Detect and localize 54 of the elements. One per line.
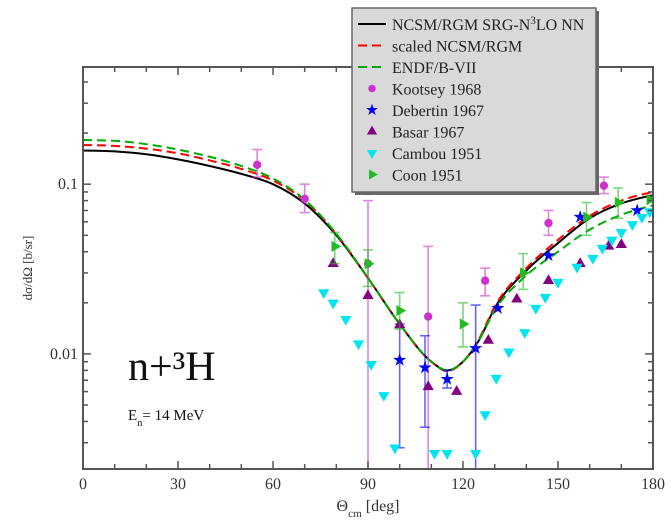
point xyxy=(587,254,598,265)
point xyxy=(328,300,339,310)
point xyxy=(442,450,453,460)
point xyxy=(626,221,638,231)
legend-label: Kootsey 1968 xyxy=(392,82,482,98)
legend-label: Debertin 1967 xyxy=(392,103,484,120)
point xyxy=(340,316,352,326)
point xyxy=(596,244,608,255)
y-axis-title: dσ/dΩ [b/sr] xyxy=(20,236,35,300)
point xyxy=(470,450,482,460)
point xyxy=(630,203,644,216)
x-tick-label: 60 xyxy=(265,476,281,493)
point xyxy=(331,240,342,252)
annotation: n+³H xyxy=(128,344,216,390)
point xyxy=(480,276,490,285)
point xyxy=(636,214,648,224)
legend-label: scaled NCSM/RGM xyxy=(392,38,522,56)
point xyxy=(542,248,556,262)
point xyxy=(571,264,583,274)
point xyxy=(389,444,401,454)
y-tick-label: 0.1 xyxy=(58,176,78,194)
x-axis-title: Θ$_{cm}$ [deg] xyxy=(336,498,400,520)
point xyxy=(503,348,515,358)
point xyxy=(252,160,262,170)
point xyxy=(544,218,553,228)
x-tick-label: 120 xyxy=(451,476,475,493)
point xyxy=(378,392,390,402)
x-tick-label: 90 xyxy=(360,476,376,493)
point xyxy=(490,374,502,385)
legend-label: Coon 1951 xyxy=(392,168,463,184)
x-tick-label: 150 xyxy=(546,476,570,493)
y-tick-label: 0.01 xyxy=(50,346,78,363)
point xyxy=(352,340,364,350)
x-tick-label: 0 xyxy=(79,476,87,493)
point xyxy=(428,450,440,460)
legend-label: ENDF/B-VII xyxy=(392,60,476,77)
legend-label: Basar 1967 xyxy=(392,124,464,142)
point xyxy=(366,360,377,371)
point xyxy=(318,289,330,300)
point xyxy=(600,181,608,190)
x-tick-label: 30 xyxy=(170,476,186,493)
point xyxy=(424,312,432,321)
point xyxy=(552,278,564,289)
legend-label: Cambou 1951 xyxy=(392,146,482,163)
x-tick-label: 180 xyxy=(641,476,665,493)
legend-label: NCSM/RGM SRG-N$^{3}$LO NN xyxy=(392,15,585,34)
point xyxy=(606,236,618,246)
point xyxy=(519,329,530,339)
point xyxy=(540,294,551,304)
point xyxy=(480,411,491,421)
annotation: E$_{n}$= 14 MeV xyxy=(128,408,204,428)
point xyxy=(616,229,627,239)
point xyxy=(300,194,309,203)
point xyxy=(530,304,542,315)
